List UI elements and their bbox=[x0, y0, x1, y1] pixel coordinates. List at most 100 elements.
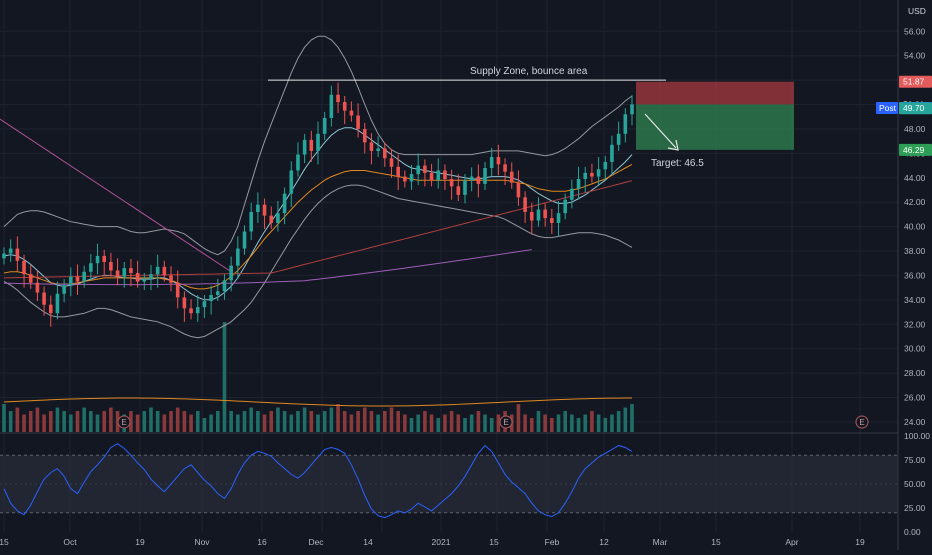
candle-body bbox=[523, 197, 527, 212]
post-badge-label: Post bbox=[879, 103, 897, 113]
candle-body bbox=[616, 133, 621, 145]
bollinger-upper-line bbox=[3, 35, 633, 256]
volume-bar bbox=[95, 414, 100, 432]
currency-label: USD bbox=[908, 6, 926, 16]
earnings-marker-may-label: E bbox=[859, 418, 864, 427]
ma-mid-line bbox=[3, 163, 633, 290]
candle-body bbox=[256, 204, 260, 212]
trend-line bbox=[0, 118, 232, 273]
volume-bar bbox=[236, 414, 240, 432]
volume-bar bbox=[269, 411, 274, 432]
volume-bar bbox=[383, 411, 387, 432]
volume-bar bbox=[302, 407, 307, 432]
candle-body bbox=[610, 144, 614, 162]
candlestick-series[interactable] bbox=[2, 82, 634, 327]
volume-bar bbox=[215, 411, 220, 432]
volume-bar bbox=[149, 407, 153, 432]
candle-body bbox=[135, 272, 140, 282]
candle-body bbox=[630, 104, 634, 115]
candle-body bbox=[436, 170, 441, 181]
time-tick-label: Oct bbox=[63, 537, 77, 547]
price-tick-label: 36.00 bbox=[904, 270, 926, 280]
candle-body bbox=[316, 133, 320, 151]
candle-body bbox=[396, 166, 400, 177]
time-axis[interactable]: 15 Oct 19 Nov 16 Dec 14 2021 15 Feb 12 Mar 15 Apr 19 bbox=[0, 537, 865, 547]
volume-bar bbox=[596, 414, 601, 432]
time-tick-label: 2021 bbox=[432, 537, 451, 547]
candle-body bbox=[282, 193, 287, 214]
candle-body bbox=[443, 170, 447, 179]
price-tick-label: 32.00 bbox=[904, 319, 926, 329]
stoch-tick-label: 25.00 bbox=[904, 503, 926, 513]
volume-bar bbox=[8, 411, 13, 432]
gridlines bbox=[0, 0, 899, 550]
candle-body bbox=[189, 308, 193, 314]
price-tick-label: 30.00 bbox=[904, 344, 926, 354]
candle-body bbox=[2, 253, 6, 259]
candle-body bbox=[389, 158, 394, 167]
candle-body bbox=[209, 294, 213, 302]
candle-body bbox=[576, 179, 581, 189]
candle-body bbox=[476, 176, 481, 184]
candle-body bbox=[28, 274, 33, 283]
volume-bar bbox=[162, 414, 167, 432]
time-tick-label: 16 bbox=[257, 537, 267, 547]
candle-body bbox=[75, 276, 80, 282]
volume-bar bbox=[256, 411, 260, 432]
candle-body bbox=[129, 268, 133, 273]
supply-zone-label: Supply Zone, bounce area bbox=[470, 66, 588, 77]
candle-body bbox=[383, 148, 387, 159]
volume-bar bbox=[109, 407, 113, 432]
volume-bar bbox=[429, 414, 434, 432]
volume-bar bbox=[222, 322, 227, 432]
candle-body bbox=[563, 199, 567, 214]
volume-bar bbox=[242, 411, 247, 432]
candle-body bbox=[269, 215, 274, 223]
candle-body bbox=[322, 117, 327, 134]
price-tick-label: 26.00 bbox=[904, 392, 926, 402]
candle-body bbox=[222, 280, 227, 292]
volume-bar bbox=[423, 411, 427, 432]
volume-bar bbox=[396, 411, 400, 432]
candle-body bbox=[195, 307, 200, 314]
time-tick-label: 14 bbox=[363, 537, 373, 547]
price-tick-label: 38.00 bbox=[904, 246, 926, 256]
volume-bar bbox=[416, 414, 421, 432]
volume-bar bbox=[155, 411, 160, 432]
candle-body bbox=[596, 169, 601, 177]
candle-body bbox=[155, 266, 160, 275]
candle-body bbox=[22, 260, 26, 275]
candle-body bbox=[15, 248, 20, 261]
volume-bar bbox=[202, 418, 207, 432]
candle-body bbox=[55, 293, 60, 314]
volume-bars bbox=[2, 322, 634, 432]
time-tick-label: Mar bbox=[653, 537, 668, 547]
candle-body bbox=[342, 102, 347, 111]
time-tick-label: 15 bbox=[0, 537, 9, 547]
candle-body bbox=[109, 262, 113, 271]
stochastic-pane[interactable] bbox=[0, 443, 898, 519]
candle-body bbox=[483, 168, 487, 184]
volume-bar bbox=[276, 407, 280, 432]
post-badge-bg bbox=[876, 101, 898, 114]
candle-body bbox=[142, 279, 147, 282]
volume-bar bbox=[463, 418, 467, 432]
volume-bar bbox=[576, 418, 581, 432]
candle-body bbox=[590, 172, 594, 177]
candle-body bbox=[149, 274, 153, 280]
volume-bar bbox=[22, 414, 26, 432]
stop-price-tag: 51.87 bbox=[903, 77, 925, 87]
candle-body bbox=[456, 186, 461, 195]
candle-body bbox=[449, 179, 454, 187]
price-tick-label: 44.00 bbox=[904, 173, 926, 183]
candle-body bbox=[469, 176, 474, 181]
volume-bar bbox=[316, 414, 320, 432]
candle-body bbox=[236, 248, 240, 266]
candle-body bbox=[89, 263, 93, 272]
volume-bar bbox=[376, 414, 380, 432]
candle-body bbox=[8, 248, 13, 254]
volume-bar bbox=[590, 411, 594, 432]
candle-body bbox=[336, 94, 340, 103]
